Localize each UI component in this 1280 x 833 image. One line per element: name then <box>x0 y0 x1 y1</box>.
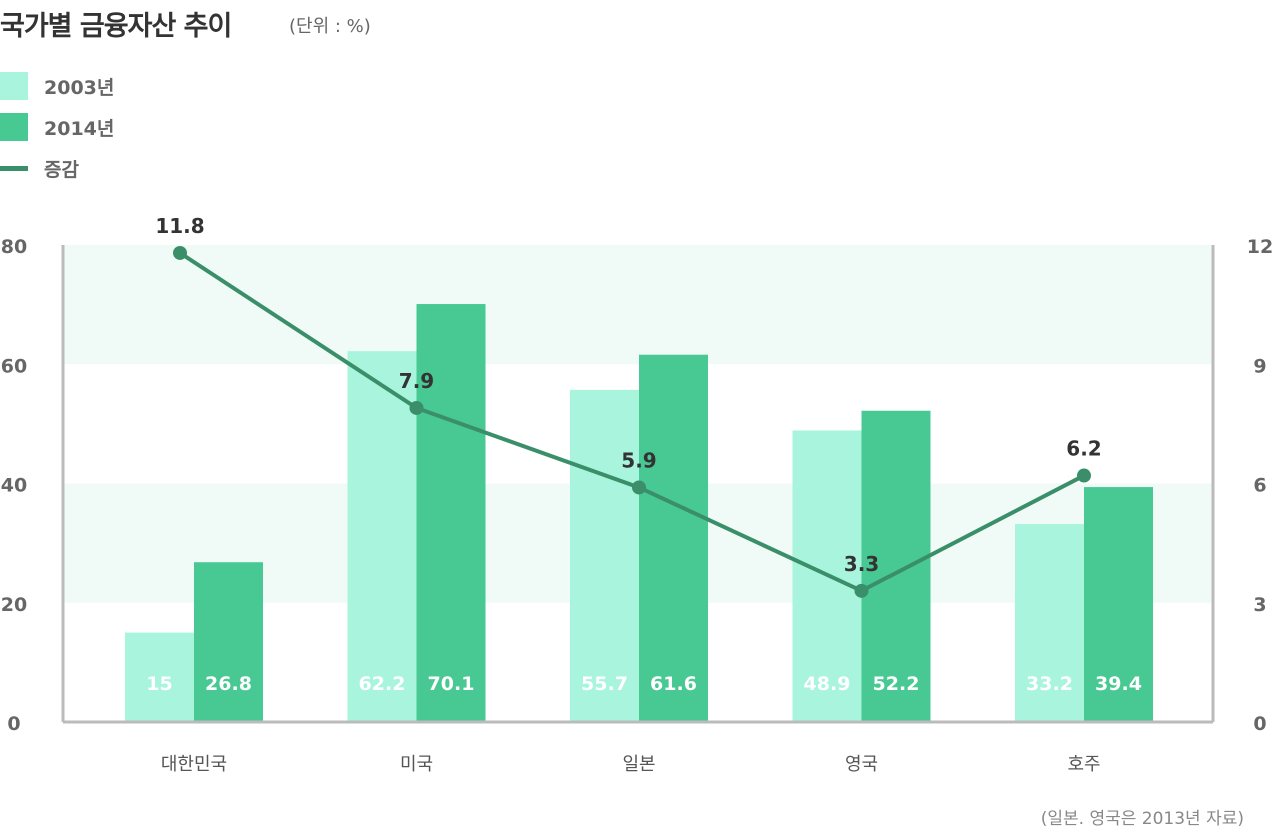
chart-title: 국가별 금융자산 추이 <box>0 11 232 42</box>
bar-label-2014: 26.8 <box>205 673 252 695</box>
change-point <box>632 480 646 495</box>
y-tick-label: 80 <box>1 236 27 258</box>
legend-item-change: 증감 <box>0 155 79 182</box>
bar-label-2014: 61.6 <box>650 673 697 695</box>
legend-item-2003: 2003년 <box>0 72 114 100</box>
change-point <box>1077 468 1091 483</box>
y2-tick-label: 9 <box>1253 355 1266 377</box>
bar-2014 <box>416 304 486 722</box>
bar-label-2003: 55.7 <box>581 673 628 695</box>
bar-label-2014: 52.2 <box>873 673 920 695</box>
change-point <box>854 583 869 598</box>
change-point <box>173 245 187 260</box>
y2-tick-label: 6 <box>1253 475 1266 497</box>
change-label: 3.3 <box>844 552 879 576</box>
change-label: 7.9 <box>399 369 434 393</box>
bar-2003 <box>570 389 639 722</box>
y-tick-label: 0 <box>7 713 20 735</box>
bar-2003 <box>1015 524 1084 722</box>
bar-2003 <box>125 632 194 722</box>
x-tick-label: 미국 <box>400 754 433 775</box>
grid-band <box>63 245 1213 365</box>
bar-2014 <box>194 562 263 722</box>
x-tick-label: 대한민국 <box>161 754 227 775</box>
x-tick-label: 일본 <box>622 754 655 775</box>
change-label: 6.2 <box>1066 437 1101 461</box>
y-tick-label: 40 <box>1 475 27 497</box>
bar-2014 <box>639 354 708 722</box>
y-tick-label: 20 <box>1 594 27 616</box>
bar-label-2003: 48.9 <box>804 673 851 695</box>
x-tick-label: 호주 <box>1067 754 1100 775</box>
change-point <box>409 400 424 415</box>
bar-2014 <box>1084 487 1153 722</box>
unit-label: (단위 : %) <box>289 16 371 37</box>
legend-item-2014: 2014년 <box>0 113 114 141</box>
bar-2003 <box>347 351 417 722</box>
source-note: (일본. 영국은 2013년 자료) <box>1040 809 1244 829</box>
bar-label-2014: 39.4 <box>1095 673 1142 695</box>
bar-2014 <box>861 410 931 722</box>
bar-label-2014: 70.1 <box>428 673 475 695</box>
y-tick-label: 60 <box>1 355 27 377</box>
y2-tick-label: 12 <box>1247 236 1273 258</box>
y2-tick-label: 0 <box>1253 713 1266 735</box>
change-label: 11.8 <box>155 214 204 238</box>
change-label: 5.9 <box>621 448 656 472</box>
bar-label-2003: 33.2 <box>1026 673 1073 695</box>
bar-label-2003: 15 <box>146 673 172 695</box>
x-tick-label: 영국 <box>845 754 878 775</box>
bar-label-2003: 62.2 <box>359 673 406 695</box>
y2-tick-label: 3 <box>1253 594 1266 616</box>
